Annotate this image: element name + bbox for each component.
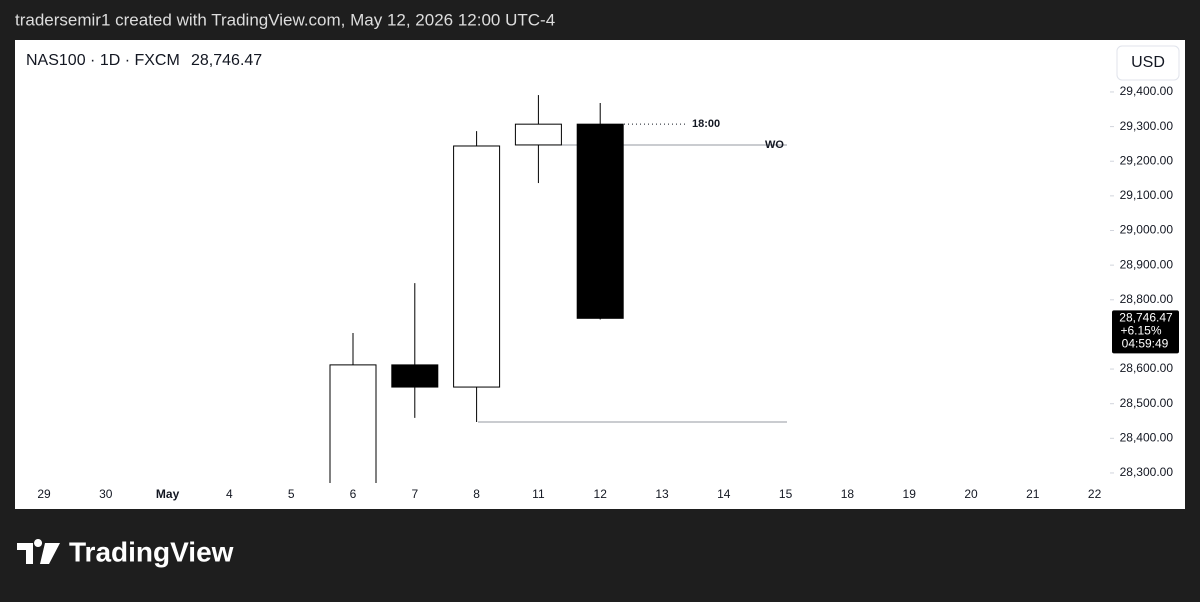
level-label: 18:00 (692, 118, 720, 130)
header: tradersemir1 created with TradingView.co… (15, 10, 555, 29)
candle-body (514, 123, 562, 146)
y-tick-label: 29,400.00 (1120, 84, 1174, 98)
y-tick-label: 28,400.00 (1120, 430, 1174, 444)
x-tick-label: 7 (411, 487, 418, 501)
logo-icon (17, 539, 60, 564)
y-tick-label: 28,800.00 (1120, 292, 1174, 306)
change-label: +6.15% (1120, 323, 1161, 337)
price-box (1112, 310, 1179, 354)
x-tick-label: 30 (99, 487, 113, 501)
x-tick-label: 8 (473, 487, 480, 501)
y-tick-label: 29,100.00 (1120, 188, 1174, 202)
y-tick-label: 28,500.00 (1120, 396, 1174, 410)
brand: TradingView (69, 536, 234, 567)
currency-button[interactable] (1116, 45, 1180, 81)
candle-body (576, 123, 624, 319)
logo: TradingView (17, 536, 234, 567)
x-tick-label: 5 (288, 487, 295, 501)
x-tick-label: 13 (655, 487, 669, 501)
y-tick-label: 28,300.00 (1120, 465, 1174, 479)
x-tick-label: 21 (1026, 487, 1040, 501)
x-tick-label: 29 (37, 487, 51, 501)
x-tick-label: May (156, 487, 180, 501)
x-tick-label: 4 (226, 487, 233, 501)
x-tick-label: 15 (779, 487, 793, 501)
x-tick-label: 12 (594, 487, 608, 501)
candle-body (391, 364, 439, 388)
y-tick-label: 29,000.00 (1120, 223, 1174, 237)
currency-label[interactable]: USD (1131, 54, 1165, 71)
price-label: 28,746.47 (1119, 310, 1173, 324)
chart-title: NAS100 · 1D · FXCM (26, 52, 180, 69)
title-price: 28,746.47 (191, 52, 262, 69)
y-tick-label: 28,900.00 (1120, 257, 1174, 271)
y-tick-label: 29,200.00 (1120, 153, 1174, 167)
x-tick-label: 18 (841, 487, 855, 501)
candle-body (453, 145, 501, 388)
y-tick-label: 29,300.00 (1120, 119, 1174, 133)
level-label: WO (765, 139, 784, 151)
x-tick-label: 20 (964, 487, 978, 501)
candle-body (329, 364, 377, 483)
x-tick-label: 6 (350, 487, 357, 501)
x-tick-label: 19 (903, 487, 917, 501)
x-tick-label: 22 (1088, 487, 1102, 501)
countdown: 04:59:49 (1122, 336, 1169, 350)
x-tick-label: 14 (717, 487, 731, 501)
x-tick-label: 11 (532, 487, 545, 501)
y-tick-label: 28,600.00 (1120, 361, 1174, 375)
candles (329, 95, 624, 483)
